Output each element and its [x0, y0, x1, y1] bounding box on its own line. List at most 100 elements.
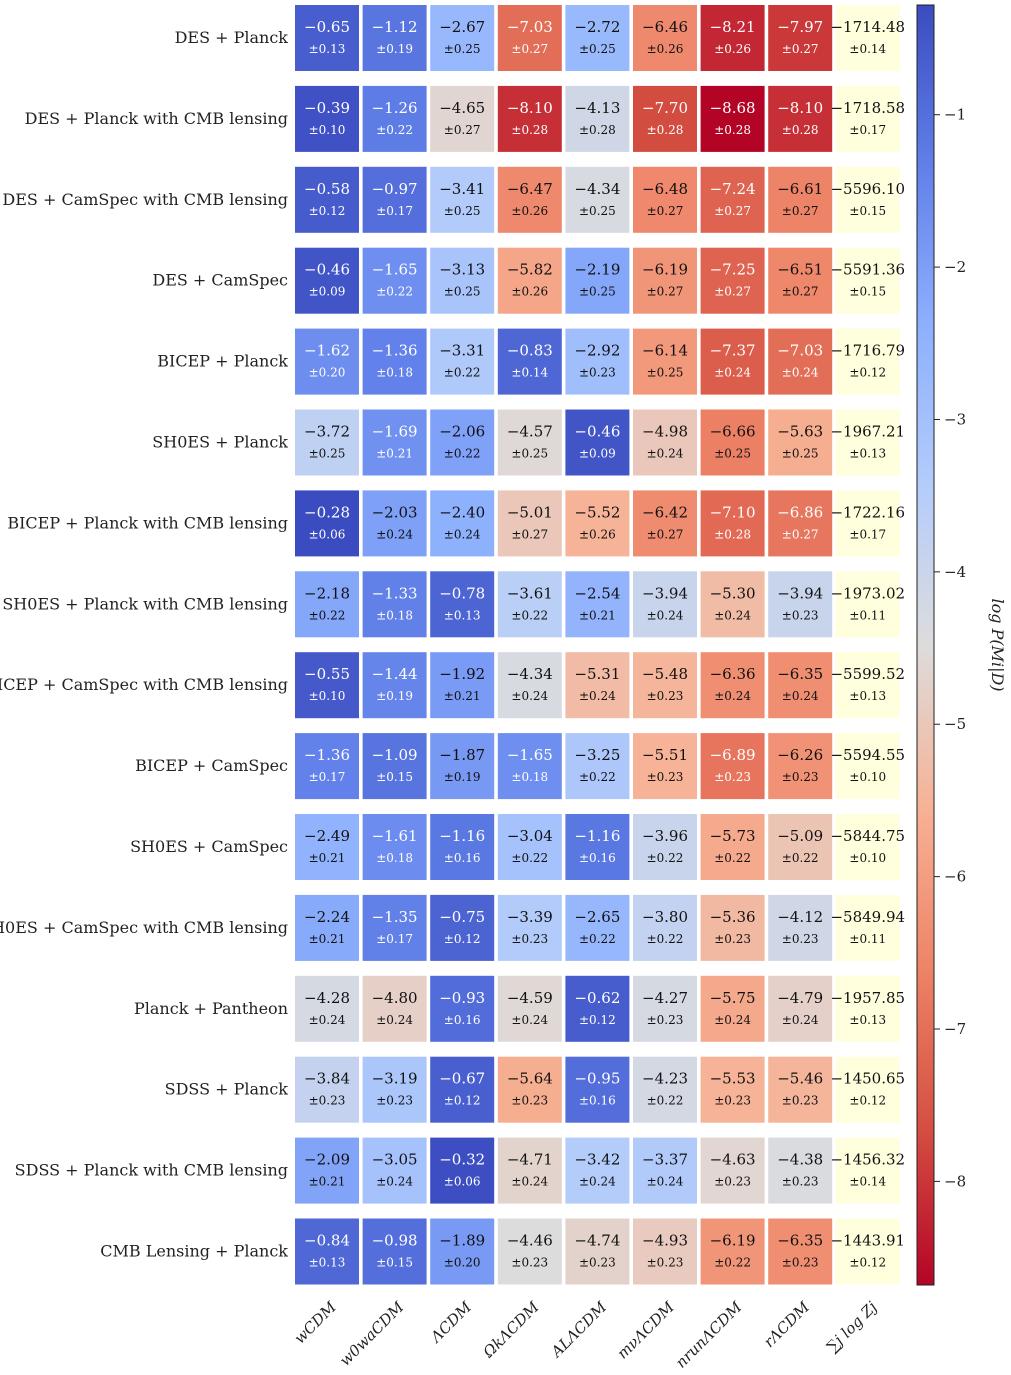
evidence-cell — [835, 571, 900, 638]
heatmap-cell — [430, 328, 495, 395]
heatmap-cell — [497, 894, 562, 961]
heatmap-cell — [295, 409, 359, 476]
evidence-value: −1973.02 — [830, 584, 905, 602]
cell-value: −7.97 — [777, 18, 823, 36]
cell-error: ±0.09 — [579, 447, 616, 461]
cell-error: ±0.19 — [376, 42, 413, 56]
cell-error: ±0.25 — [579, 204, 616, 218]
heatmap-cell — [700, 409, 765, 476]
column-label: wCDM — [291, 1298, 341, 1348]
evidence-value: −1967.21 — [830, 423, 905, 441]
cell-error: ±0.25 — [511, 447, 548, 461]
cell-error: ±0.22 — [782, 851, 819, 865]
heatmap-cell — [362, 814, 427, 880]
cell-error: ±0.18 — [376, 851, 413, 865]
heatmap-cell — [768, 1056, 833, 1123]
cell-error: ±0.27 — [511, 42, 548, 56]
cell-error: ±0.22 — [647, 932, 684, 946]
cell-error: ±0.23 — [376, 1094, 413, 1108]
cell-value: −2.18 — [304, 584, 350, 602]
cell-value: −7.03 — [777, 342, 823, 360]
cell-error: ±0.24 — [376, 1013, 413, 1027]
cell-value: −1.92 — [439, 665, 485, 683]
heatmap-cell — [497, 490, 562, 557]
cell-value: −3.25 — [574, 746, 620, 764]
heatmap-cell — [565, 166, 630, 233]
heatmap-cell — [295, 247, 359, 314]
heatmap-cell — [633, 1056, 697, 1123]
heatmap-cell — [565, 1137, 630, 1204]
evidence-cell — [835, 733, 900, 800]
heatmap-cell — [768, 409, 833, 476]
cell-error: ±0.25 — [782, 447, 819, 461]
colorbar-tick-label: −1 — [944, 106, 966, 124]
heatmap-cell — [700, 1218, 765, 1285]
cell-error: ±0.27 — [444, 123, 481, 137]
heatmap-cell — [768, 571, 833, 638]
evidence-cell — [835, 975, 900, 1042]
row-label: SDSS + Planck — [165, 1080, 289, 1099]
heatmap-cell — [700, 1056, 765, 1123]
evidence-value: −5849.94 — [830, 908, 905, 926]
cell-value: −4.71 — [507, 1151, 553, 1169]
cell-error: ±0.24 — [782, 1013, 819, 1027]
cell-value: −6.35 — [777, 665, 823, 683]
heatmap-cell — [768, 85, 833, 152]
cell-error: ±0.25 — [714, 447, 751, 461]
heatmap-cell — [700, 85, 765, 152]
cell-error: ±0.23 — [782, 1094, 819, 1108]
heatmap-cell — [497, 1218, 562, 1285]
cell-error: ±0.19 — [444, 770, 481, 784]
cell-value: −6.26 — [777, 746, 823, 764]
heatmap-cell — [565, 571, 630, 638]
cell-value: −0.95 — [574, 1070, 620, 1088]
heatmap-cell — [700, 571, 765, 638]
cell-error: ±0.23 — [782, 1256, 819, 1270]
cell-value: −2.40 — [439, 503, 485, 521]
row-label: BICEP + Planck — [157, 352, 288, 371]
heatmap-cell — [565, 975, 630, 1042]
row-label: SH0ES + CamSpec — [130, 837, 288, 856]
heatmap-cell — [633, 490, 697, 557]
cell-error: ±0.23 — [647, 1013, 684, 1027]
heatmap-cell — [497, 409, 562, 476]
cell-value: −2.92 — [574, 342, 620, 360]
evidence-error: ±0.13 — [849, 689, 886, 703]
heatmap-cell — [362, 328, 427, 395]
colorbar-tick-label: −3 — [944, 410, 966, 428]
cell-value: −1.61 — [372, 827, 418, 845]
cell-error: ±0.23 — [309, 1094, 346, 1108]
evidence-value: −1443.91 — [830, 1232, 905, 1250]
cell-error: ±0.24 — [647, 1175, 684, 1189]
heatmap-cell — [633, 1218, 697, 1285]
heatmap-cell — [430, 652, 495, 719]
cell-value: −5.75 — [710, 989, 756, 1007]
cell-value: −4.27 — [642, 989, 688, 1007]
heatmap-cell — [633, 894, 697, 961]
cell-error: ±0.26 — [511, 285, 548, 299]
cell-value: −4.12 — [777, 908, 823, 926]
cell-error: ±0.27 — [647, 204, 684, 218]
evidence-value: −1957.85 — [830, 989, 905, 1007]
cell-value: −6.36 — [710, 665, 756, 683]
evidence-error: ±0.12 — [849, 1094, 886, 1108]
heatmap-cell — [497, 975, 562, 1042]
cell-value: −1.16 — [439, 827, 485, 845]
heatmap-cell — [700, 733, 765, 800]
column-label: ΩkΛCDM — [479, 1298, 543, 1362]
cell-value: −1.35 — [372, 908, 418, 926]
cell-error: ±0.10 — [309, 689, 346, 703]
cell-error: ±0.23 — [714, 770, 751, 784]
cell-error: ±0.23 — [782, 608, 819, 622]
cell-value: −0.93 — [439, 989, 485, 1007]
cell-error: ±0.22 — [511, 851, 548, 865]
evidence-error: ±0.15 — [849, 204, 886, 218]
cell-value: −1.36 — [372, 342, 418, 360]
heatmap-cell — [497, 166, 562, 233]
cell-error: ±0.23 — [782, 932, 819, 946]
cell-value: −4.34 — [574, 180, 620, 198]
evidence-error: ±0.13 — [849, 447, 886, 461]
cell-value: −1.69 — [372, 423, 418, 441]
cell-error: ±0.25 — [579, 42, 616, 56]
heatmap-cell — [565, 247, 630, 314]
